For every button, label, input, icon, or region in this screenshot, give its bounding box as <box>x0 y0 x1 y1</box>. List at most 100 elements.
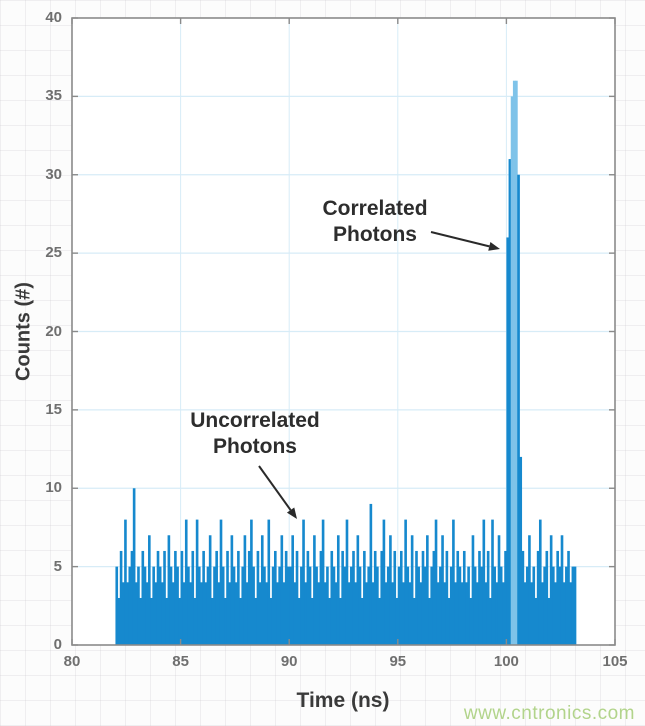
bar <box>497 535 501 645</box>
bar <box>486 550 490 645</box>
bar <box>224 597 227 646</box>
bar <box>323 582 327 645</box>
bar <box>352 550 355 645</box>
annotation-line: Photons <box>333 223 417 246</box>
bar <box>260 535 264 645</box>
bar <box>482 519 486 645</box>
bar <box>426 535 429 645</box>
bar <box>413 597 416 646</box>
bar <box>258 582 262 645</box>
bar <box>134 582 138 645</box>
bar <box>250 519 253 645</box>
bar <box>484 582 488 645</box>
bar <box>137 566 140 646</box>
bar <box>265 582 268 645</box>
bar <box>391 582 394 645</box>
bar <box>295 550 299 645</box>
bar <box>326 566 329 646</box>
bar <box>525 566 529 646</box>
y-tick-label-0: 0 <box>53 636 62 653</box>
bar <box>263 566 266 646</box>
plot-frame <box>71 17 616 646</box>
bar <box>402 582 405 645</box>
x-tick-label-90: 90 <box>280 653 298 670</box>
annotation-arrows <box>258 231 500 519</box>
bar <box>517 174 520 645</box>
bar <box>297 597 301 646</box>
bar <box>495 582 499 645</box>
bar <box>221 566 225 646</box>
bar <box>471 535 475 645</box>
bar <box>489 597 492 646</box>
bar <box>393 550 397 645</box>
bar <box>480 566 483 646</box>
bar <box>395 597 399 646</box>
bar <box>371 582 375 645</box>
bar <box>152 566 155 646</box>
bar <box>193 597 197 646</box>
x-tick-label-100: 100 <box>493 653 519 670</box>
y-tick-label-35: 35 <box>45 87 62 105</box>
bar <box>230 535 234 645</box>
bar <box>467 566 470 646</box>
bar <box>432 550 436 645</box>
bar <box>284 550 288 645</box>
bar <box>154 582 158 645</box>
bar <box>313 535 316 645</box>
bar <box>562 582 566 645</box>
bar <box>197 566 201 646</box>
bar <box>367 566 371 646</box>
bar <box>254 597 258 646</box>
annotation-arrowhead <box>488 241 500 251</box>
bar <box>506 237 510 645</box>
bar <box>360 597 364 646</box>
bar <box>519 456 523 645</box>
bar <box>421 550 425 645</box>
bar <box>189 582 192 645</box>
bar <box>191 550 195 645</box>
bar <box>215 550 218 645</box>
bar <box>434 519 438 645</box>
bar <box>208 535 212 645</box>
bar <box>504 550 507 645</box>
x-tick-label-95: 95 <box>389 653 407 670</box>
y-tick-label-10: 10 <box>45 479 62 497</box>
bar <box>226 550 229 645</box>
bar <box>449 566 453 646</box>
bar <box>328 597 331 646</box>
bar <box>376 566 379 646</box>
bar <box>176 566 179 646</box>
bar <box>552 566 555 646</box>
bar <box>217 582 221 645</box>
bar <box>532 566 536 646</box>
bar <box>439 566 442 646</box>
bar <box>128 566 132 646</box>
annotation-arrow-line <box>430 231 490 248</box>
bar <box>204 582 208 645</box>
bar <box>219 519 223 645</box>
bar <box>397 566 401 646</box>
bar <box>243 535 247 645</box>
bar <box>247 550 251 645</box>
bar <box>406 566 410 646</box>
bar <box>180 550 184 645</box>
bar <box>538 519 542 645</box>
y-tick-label-15: 15 <box>45 400 62 418</box>
bar <box>556 550 559 645</box>
bar <box>169 566 173 646</box>
bar <box>567 550 570 645</box>
bar <box>560 535 564 645</box>
bar <box>202 550 205 645</box>
x-tick-label-85: 85 <box>172 653 189 670</box>
bar <box>428 597 431 646</box>
annotation-line: Correlated <box>322 197 428 220</box>
bar <box>339 597 342 646</box>
bar <box>319 550 323 645</box>
watermark-text: www.cntronics.com <box>463 703 635 724</box>
bar <box>143 566 147 646</box>
bar <box>543 566 546 646</box>
bar <box>473 566 477 646</box>
bar <box>304 582 308 645</box>
bar <box>332 566 336 646</box>
